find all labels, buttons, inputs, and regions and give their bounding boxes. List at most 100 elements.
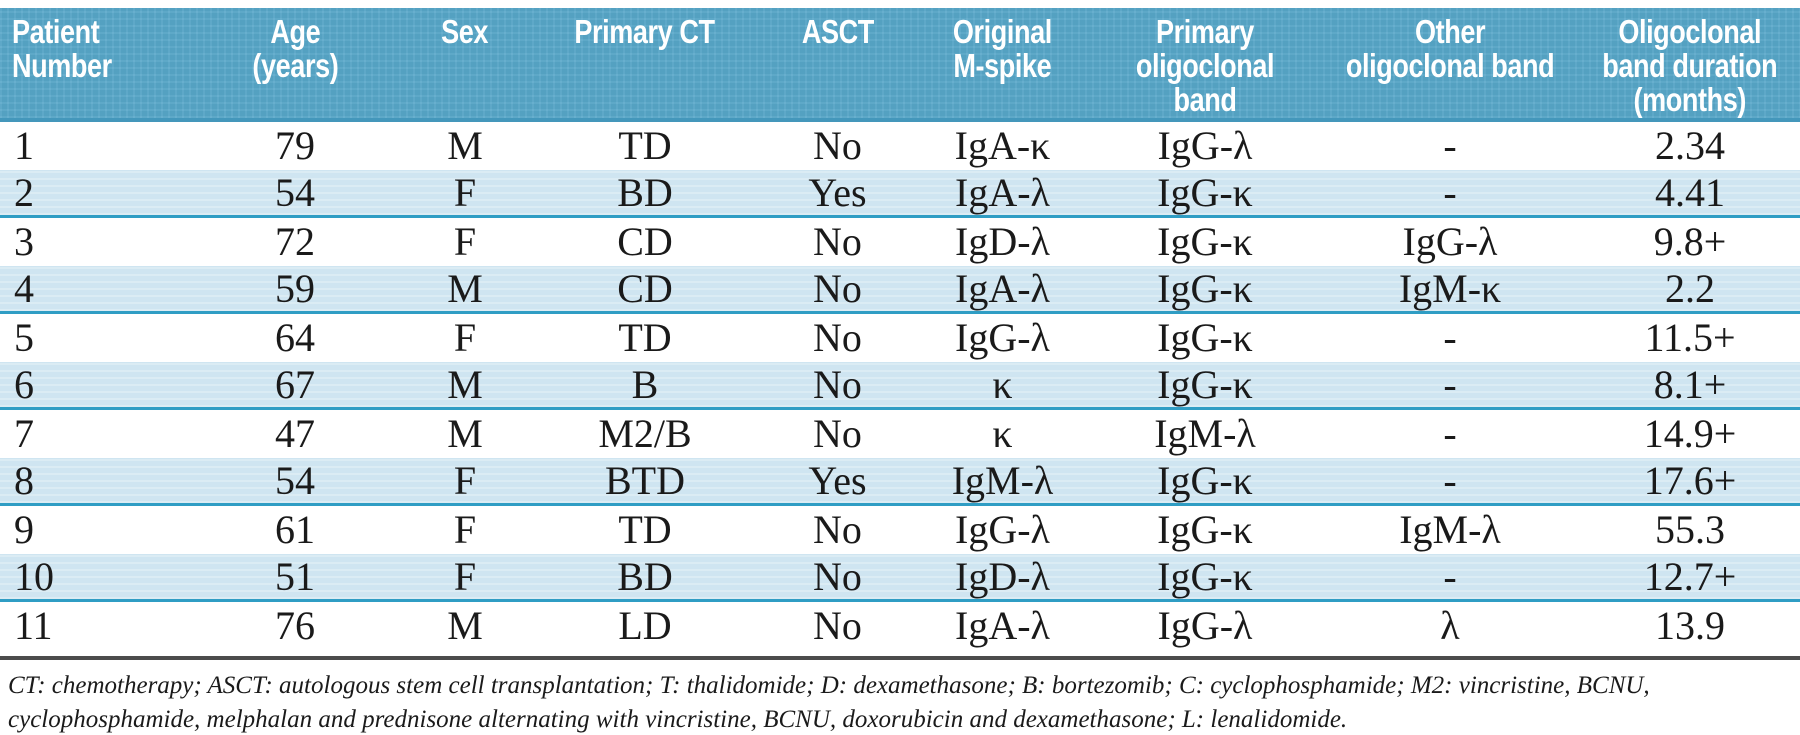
cell-original-m-spike: IgD-λ: [955, 554, 1050, 599]
table-header-row: Patient Number Age (years) Sex Primary C…: [0, 8, 1800, 122]
cell-primary-ct: TD: [618, 123, 672, 168]
col-header-patient-number-label: Patient Number: [12, 13, 112, 84]
cell-sex: M: [447, 362, 483, 407]
cell-original-m-spike: κ: [992, 411, 1013, 456]
cell-other-oligoclonal-band: -: [1443, 554, 1457, 599]
col-header-original-m-spike: Original M-spike: [915, 8, 1090, 118]
cell-patient-number: 11: [14, 603, 53, 648]
cell-duration: 11.5+: [1644, 315, 1736, 360]
cell-age: 54: [275, 170, 315, 215]
cell-sex: F: [453, 554, 477, 599]
cell-asct: Yes: [808, 170, 867, 215]
cell-original-m-spike: κ: [992, 362, 1013, 407]
cell-original-m-spike: IgA-λ: [955, 603, 1050, 648]
cell-primary-ct: BTD: [605, 458, 685, 503]
cell-age: 79: [275, 123, 315, 168]
cell-original-m-spike: IgG-λ: [955, 507, 1050, 552]
cell-asct: No: [813, 507, 862, 552]
col-header-other-oligoclonal-band: Other oligoclonal band: [1320, 8, 1580, 118]
cell-sex: M: [447, 603, 483, 648]
cell-patient-number: 1: [14, 123, 34, 168]
cell-asct: No: [813, 411, 862, 456]
footnote-divider: [0, 656, 1800, 660]
cell-age: 59: [275, 266, 315, 311]
cell-age: 64: [275, 315, 315, 360]
cell-duration: 12.7+: [1643, 554, 1737, 599]
col-header-age: Age (years): [190, 8, 400, 118]
cell-primary-ct: M2/B: [598, 411, 692, 456]
cell-primary-oligoclonal-band: IgM-λ: [1154, 411, 1256, 456]
col-header-oligoclonal-band-duration-label: Oligoclonal band duration (months): [1602, 13, 1778, 118]
cell-duration: 9.8+: [1653, 219, 1727, 264]
cell-original-m-spike: IgM-λ: [951, 458, 1054, 503]
cell-primary-oligoclonal-band: IgG-κ: [1157, 507, 1253, 552]
cell-age: 61: [275, 507, 315, 552]
cell-primary-oligoclonal-band: IgG-κ: [1157, 315, 1253, 360]
cell-asct: No: [813, 315, 862, 360]
cell-asct: No: [813, 266, 862, 311]
col-header-age-label: Age (years): [252, 13, 338, 84]
cell-primary-oligoclonal-band: IgG-λ: [1157, 123, 1253, 168]
table-row: 1 79 M TD No IgA-κ IgG-λ - 2.34: [0, 122, 1800, 170]
cell-other-oligoclonal-band: -: [1443, 411, 1457, 456]
cell-primary-oligoclonal-band: IgG-κ: [1157, 362, 1253, 407]
cell-sex: M: [447, 266, 483, 311]
cell-age: 51: [275, 554, 315, 599]
cell-duration: 2.2: [1665, 266, 1715, 311]
cell-other-oligoclonal-band: -: [1443, 315, 1457, 360]
cell-asct: No: [813, 219, 862, 264]
cell-other-oligoclonal-band: -: [1443, 362, 1457, 407]
cell-patient-number: 6: [14, 362, 34, 407]
cell-sex: M: [447, 123, 483, 168]
cell-primary-oligoclonal-band: IgG-κ: [1157, 170, 1253, 215]
table-row: 2 54 F BD Yes IgA-λ IgG-κ - 4.41: [0, 170, 1800, 218]
cell-original-m-spike: IgG-λ: [955, 315, 1050, 360]
cell-primary-ct: BD: [617, 170, 673, 215]
cell-other-oligoclonal-band: λ: [1440, 603, 1460, 648]
table-row: 3 72 F CD No IgD-λ IgG-κ IgG-λ 9.8+: [0, 218, 1800, 266]
cell-duration: 17.6+: [1643, 458, 1737, 503]
cell-other-oligoclonal-band: -: [1443, 458, 1457, 503]
cell-age: 67: [275, 362, 315, 407]
cell-asct: No: [813, 123, 862, 168]
cell-asct: No: [813, 554, 862, 599]
cell-sex: F: [453, 458, 477, 503]
cell-primary-oligoclonal-band: IgG-κ: [1157, 554, 1253, 599]
table-row: 6 67 M B No κ IgG-κ - 8.1+: [0, 362, 1800, 410]
table-body: 1 79 M TD No IgA-κ IgG-λ - 2.34 2 54 F B…: [0, 122, 1800, 650]
table-row: 4 59 M CD No IgA-λ IgG-κ IgM-κ 2.2: [0, 266, 1800, 314]
col-header-asct: ASCT: [760, 8, 915, 118]
cell-other-oligoclonal-band: IgG-λ: [1402, 219, 1498, 264]
cell-original-m-spike: IgD-λ: [955, 219, 1050, 264]
cell-other-oligoclonal-band: -: [1443, 123, 1457, 168]
cell-primary-oligoclonal-band: IgG-κ: [1157, 219, 1253, 264]
cell-primary-ct: TD: [618, 315, 672, 360]
cell-duration: 2.34: [1655, 123, 1725, 168]
cell-age: 76: [275, 603, 315, 648]
cell-primary-ct: CD: [617, 219, 673, 264]
cell-duration: 8.1+: [1653, 362, 1727, 407]
col-header-original-m-spike-label: Original M-spike: [953, 13, 1052, 84]
patient-data-table: Patient Number Age (years) Sex Primary C…: [0, 8, 1800, 735]
cell-patient-number: 5: [14, 315, 34, 360]
table-row: 11 76 M LD No IgA-λ IgG-λ λ 13.9: [0, 602, 1800, 650]
cell-asct: Yes: [808, 458, 867, 503]
cell-asct: No: [813, 603, 862, 648]
cell-sex: F: [453, 170, 477, 215]
cell-patient-number: 3: [14, 219, 34, 264]
cell-age: 72: [275, 219, 315, 264]
table-footnote: CT: chemotherapy; ASCT: autologous stem …: [8, 672, 1650, 733]
cell-patient-number: 7: [14, 411, 34, 456]
cell-original-m-spike: IgA-λ: [955, 266, 1050, 311]
col-header-primary-ct: Primary CT: [530, 8, 760, 118]
cell-primary-ct: BD: [617, 554, 673, 599]
cell-duration: 13.9: [1655, 603, 1725, 648]
cell-primary-ct: B: [631, 362, 659, 407]
cell-duration: 14.9+: [1643, 411, 1737, 456]
cell-primary-oligoclonal-band: IgG-λ: [1157, 603, 1253, 648]
cell-other-oligoclonal-band: IgM-λ: [1399, 507, 1501, 552]
table-row: 5 64 F TD No IgG-λ IgG-κ - 11.5+: [0, 314, 1800, 362]
cell-primary-ct: CD: [617, 266, 673, 311]
table-row: 8 54 F BTD Yes IgM-λ IgG-κ - 17.6+: [0, 458, 1800, 506]
cell-patient-number: 4: [14, 266, 34, 311]
